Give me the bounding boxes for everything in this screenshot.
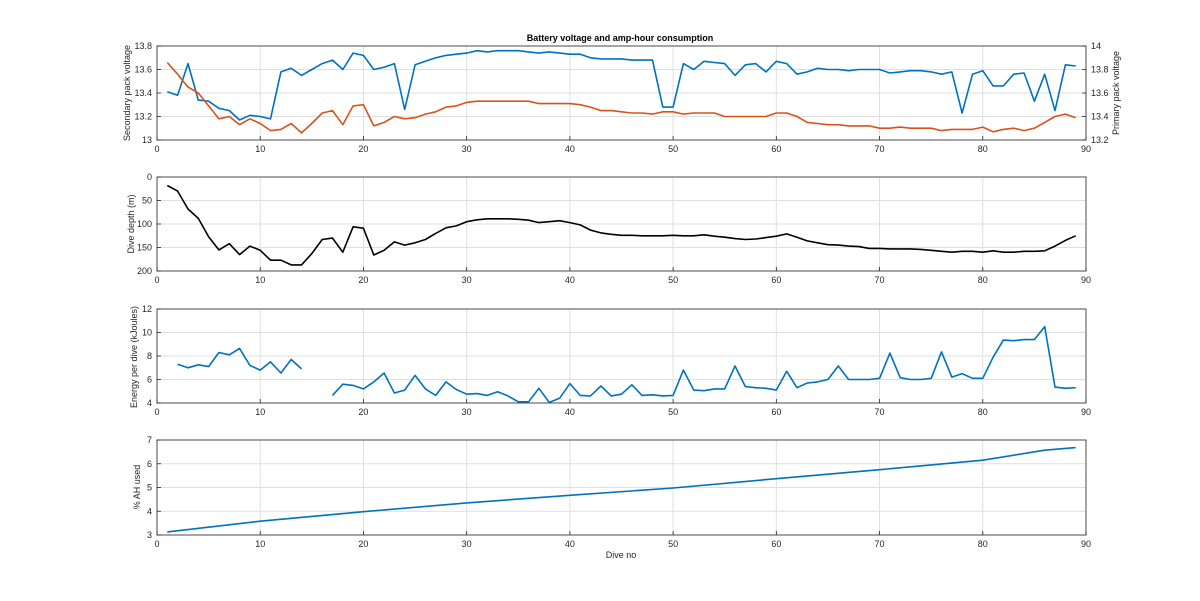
x-tick-label: 80 xyxy=(978,275,988,285)
x-tick-label: 30 xyxy=(462,275,472,285)
x-tick-label: 70 xyxy=(875,275,885,285)
y-tick-label: 13.4 xyxy=(134,88,152,98)
x-tick-label: 60 xyxy=(771,407,781,417)
x-tick-label: 10 xyxy=(255,407,265,417)
x-axis-label: Dive no xyxy=(606,550,637,560)
x-tick-label: 90 xyxy=(1081,407,1091,417)
y-tick-label: 0 xyxy=(147,172,152,182)
y-tick-label: 6 xyxy=(147,459,152,469)
x-tick-label: 0 xyxy=(154,407,159,417)
x-tick-label: 90 xyxy=(1081,275,1091,285)
x-tick-label: 50 xyxy=(668,407,678,417)
x-tick-label: 50 xyxy=(668,275,678,285)
x-tick-label: 30 xyxy=(462,407,472,417)
y-tick-label: 13.6 xyxy=(134,65,152,75)
x-tick-label: 90 xyxy=(1081,144,1091,154)
x-tick-label: 20 xyxy=(358,144,368,154)
x-tick-label: 20 xyxy=(358,275,368,285)
series-line xyxy=(167,446,1076,533)
x-tick-label: 80 xyxy=(978,144,988,154)
ah-panel: 0 10 20 30 40 50 60 70 80 90 3 4 5 6 7 xyxy=(147,435,1091,549)
x-tick-label: 80 xyxy=(978,539,988,549)
x-tick-label: 10 xyxy=(255,539,265,549)
y2-tick-label: 13.2 xyxy=(1091,135,1109,145)
x-tick-label: 20 xyxy=(358,407,368,417)
depth-panel: 0 10 20 30 40 50 60 70 80 90 0 50 100 150 200 xyxy=(137,172,1091,285)
x-tick-label: 90 xyxy=(1081,539,1091,549)
y-tick-label: 7 xyxy=(147,435,152,445)
secondary-pack-voltage-line xyxy=(167,49,1076,121)
y-tick-label: 6 xyxy=(147,375,152,385)
x-tick-label: 40 xyxy=(565,539,575,549)
y-tick-label: 3 xyxy=(147,530,152,540)
y-tick-label: 150 xyxy=(137,243,152,253)
y-tick-label: 100 xyxy=(137,219,152,229)
x-tick-label: 40 xyxy=(565,144,575,154)
chart-title: Battery voltage and amp-hour consumption xyxy=(527,33,714,43)
x-tick-label: 0 xyxy=(154,144,159,154)
x-tick-label: 10 xyxy=(255,144,265,154)
primary-pack-voltage-line xyxy=(166,61,1076,134)
series-line xyxy=(166,184,1077,266)
x-tick-label: 60 xyxy=(771,539,781,549)
x-tick-label: 60 xyxy=(771,275,781,285)
y-tick-label: 200 xyxy=(137,266,152,276)
y-axis-label-energy: Energy per dive (kJoules) xyxy=(129,306,139,408)
x-tick-label: 40 xyxy=(565,407,575,417)
y2-tick-label: 13.6 xyxy=(1091,88,1109,98)
y-tick-label: 4 xyxy=(147,398,152,408)
voltage-panel: 0 10 20 30 40 50 60 70 80 90 13 13.2 13.4 13.6 13.8 13.… xyxy=(134,41,1108,154)
y-tick-label: 10 xyxy=(142,328,152,338)
y-tick-label: 50 xyxy=(142,196,152,206)
x-tick-label: 70 xyxy=(875,407,885,417)
energy-panel: 0 10 20 30 40 50 60 70 80 90 4 6 8 10 12 xyxy=(142,304,1091,417)
y-tick-label: 4 xyxy=(147,506,152,516)
x-tick-label: 80 xyxy=(978,407,988,417)
y-tick-label: 5 xyxy=(147,483,152,493)
y-tick-label: 8 xyxy=(147,351,152,361)
x-tick-label: 30 xyxy=(462,539,472,549)
x-tick-label: 30 xyxy=(462,144,472,154)
x-tick-label: 40 xyxy=(565,275,575,285)
x-tick-label: 0 xyxy=(154,275,159,285)
y-tick-label: 13 xyxy=(142,135,152,145)
y-axis-label-primary: Primary pack voltage xyxy=(1111,51,1121,135)
y2-tick-label: 13.8 xyxy=(1091,65,1109,75)
x-tick-label: 50 xyxy=(668,539,678,549)
x-tick-label: 70 xyxy=(875,539,885,549)
y-axis-label-ah: % AH used xyxy=(132,465,142,510)
x-tick-label: 60 xyxy=(771,144,781,154)
y-tick-label: 12 xyxy=(142,304,152,314)
y-tick-label: 13.2 xyxy=(134,112,152,122)
y-axis-label-secondary: Secondary pack voltage xyxy=(122,45,132,141)
y2-tick-label: 14 xyxy=(1091,41,1101,51)
y-tick-label: 13.8 xyxy=(134,41,152,51)
x-tick-label: 50 xyxy=(668,144,678,154)
series-line xyxy=(177,325,1076,404)
y2-tick-label: 13.4 xyxy=(1091,112,1109,122)
x-tick-label: 20 xyxy=(358,539,368,549)
y-axis-label-depth: Dive depth (m) xyxy=(126,194,136,253)
x-tick-label: 10 xyxy=(255,275,265,285)
x-tick-label: 0 xyxy=(154,539,159,549)
x-tick-label: 70 xyxy=(875,144,885,154)
